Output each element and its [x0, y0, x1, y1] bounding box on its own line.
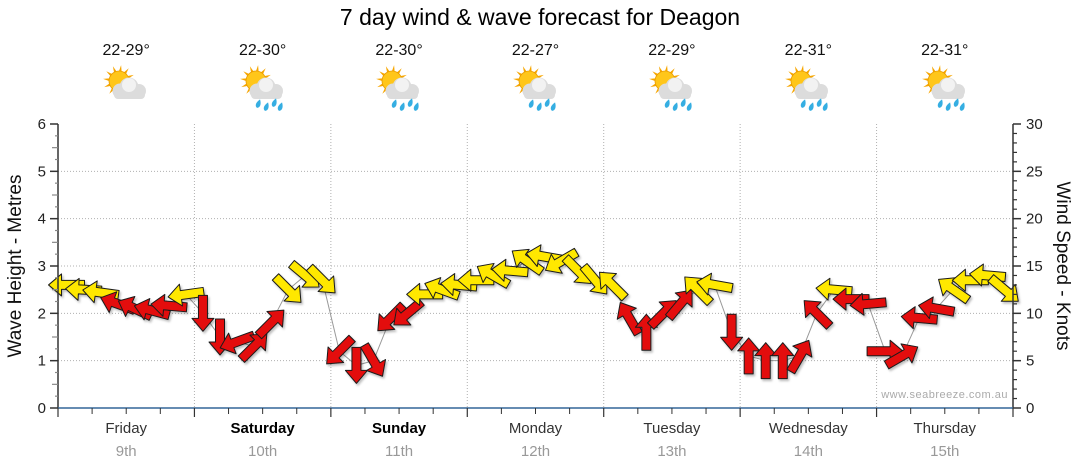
- wind-arrow: [377, 301, 407, 332]
- temperature-range: 22-31°: [784, 42, 832, 59]
- sun-showers-icon: [233, 64, 293, 114]
- wind-arrow: [684, 276, 714, 307]
- weekday-label: Sunday: [371, 420, 427, 437]
- wind-arrow: [476, 262, 512, 289]
- weekday-label: Saturday: [230, 420, 295, 437]
- sun-showers-icon: [778, 64, 838, 114]
- wave-height-axis-label: Wave Height - Metres: [5, 174, 26, 358]
- weekday-label: Friday: [105, 420, 148, 437]
- wind-arrow: [883, 343, 919, 370]
- wind-arrow: [737, 337, 761, 375]
- temperature-range: 22-29°: [648, 42, 696, 59]
- wind-arrow: [219, 330, 257, 355]
- sun-showers-icon: [369, 64, 429, 114]
- wave-axis-tick: 3: [38, 258, 46, 275]
- wind-arrow: [696, 272, 734, 296]
- wind-arrow: [150, 293, 188, 317]
- wind-arrow: [271, 273, 302, 303]
- date-label: 10th: [248, 443, 278, 460]
- temperature-range: 22-30°: [238, 42, 287, 59]
- wind-arrow: [167, 283, 205, 307]
- wind-arrow: [511, 248, 545, 276]
- wind-arrow: [491, 258, 529, 282]
- wind-arrow: [720, 313, 744, 351]
- sun-showers-icon: [506, 64, 566, 114]
- date-label: 13th: [657, 443, 687, 460]
- wind-speed-axis-label: Wind Speed - Knots: [1052, 181, 1073, 351]
- wind-arrow: [599, 271, 629, 302]
- wind-arrow: [987, 274, 1019, 302]
- date-label: 14th: [793, 443, 823, 460]
- date-label: 11th: [385, 443, 414, 460]
- wave-axis-tick: 4: [38, 211, 46, 228]
- wind-arrow: [254, 309, 285, 340]
- wind-arrow: [938, 277, 972, 305]
- weekday-label: Thursday: [913, 420, 977, 437]
- wind-arrow: [803, 300, 834, 330]
- wind-arrow: [664, 289, 693, 322]
- page-title: 7 day wind & wave forecast for Deagon: [339, 4, 741, 30]
- gridlines: [58, 124, 1013, 408]
- wind-arrow: [771, 342, 795, 380]
- wind-arrow: [849, 292, 887, 316]
- date-label: 15th: [930, 443, 960, 460]
- temperature-range: 22-31°: [921, 42, 969, 59]
- temperature-range: 22-29°: [102, 42, 150, 59]
- wave-axis-tick: 6: [38, 116, 46, 133]
- wind-arrow: [191, 294, 215, 332]
- tick-labels: 0 1 2 3 4 5 6 0 5 10 15 20 25 30: [38, 116, 1043, 417]
- wind-arrow: [344, 346, 368, 384]
- wind-arrow: [237, 333, 268, 363]
- wave-axis-tick: 1: [38, 353, 46, 370]
- wind-arrow: [754, 342, 778, 380]
- wind-axis-tick: 5: [1026, 353, 1034, 370]
- wind-arrow: [832, 287, 870, 311]
- wave-axis-tick: 2: [38, 305, 46, 322]
- wind-axis-tick: 30: [1026, 116, 1043, 133]
- temperature-range: 22-27°: [511, 42, 560, 59]
- temperature-range: 22-30°: [375, 42, 423, 59]
- wave-axis-tick: 5: [38, 163, 46, 180]
- axes: [50, 123, 1021, 417]
- weekday-label: Monday: [508, 420, 563, 437]
- wind-axis-tick: 0: [1026, 400, 1034, 417]
- wind-arrow: [305, 263, 336, 294]
- wind-arrows: [48, 244, 1019, 384]
- wind-arrow: [360, 342, 387, 377]
- weekday-label: Wednesday: [768, 420, 848, 437]
- wind-axis-tick: 15: [1026, 258, 1043, 275]
- partly-cloudy-icon: [96, 64, 156, 114]
- wind-axis-tick: 20: [1026, 211, 1043, 228]
- wave-axis-tick: 0: [38, 400, 46, 417]
- wind-axis-tick: 25: [1026, 163, 1043, 180]
- watermark: www.seabreeze.com.au: [881, 389, 1008, 401]
- weekday-label: Tuesday: [643, 420, 701, 437]
- date-label: 12th: [520, 443, 551, 460]
- wind-arrow: [900, 306, 939, 330]
- sun-showers-icon: [642, 64, 702, 114]
- wind-axis-tick: 10: [1026, 305, 1043, 322]
- wind-arrow: [786, 339, 813, 375]
- wind-arrow: [918, 296, 956, 320]
- sun-showers-icon: [915, 64, 975, 114]
- wind-arrow: [326, 334, 356, 365]
- date-label: 9th: [115, 443, 137, 460]
